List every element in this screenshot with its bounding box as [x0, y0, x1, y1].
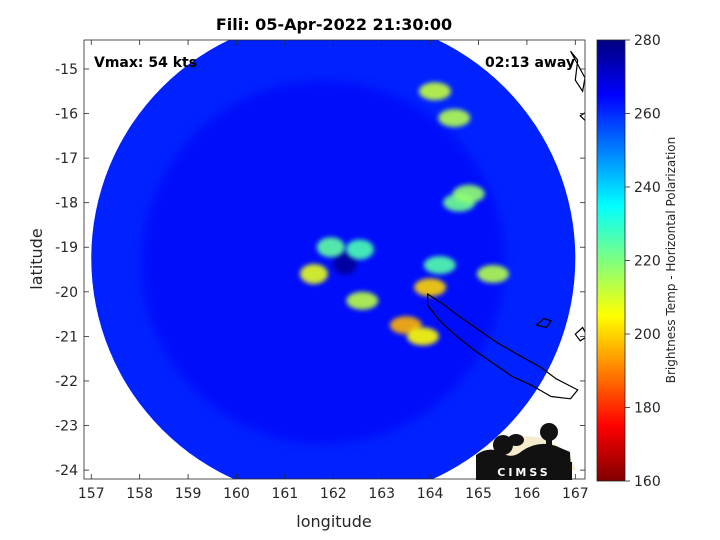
colorbar-tick-label: 160: [634, 474, 661, 490]
rainband: [452, 184, 485, 203]
island-outline: [535, 317, 553, 329]
x-tick-label: 163: [368, 486, 395, 502]
y-tick-label: -18: [55, 196, 78, 212]
x-tick-label: 161: [272, 486, 299, 502]
x-tick-label: 157: [78, 486, 105, 502]
colorbar-ticks: 280 260 240 220 200 180 160: [625, 33, 661, 490]
y-tick-label: -23: [55, 419, 78, 435]
colorbar-tick-label: 180: [634, 401, 661, 417]
y-tick-label: -17: [55, 151, 78, 167]
axes: 157 158 159 160 161 162 163 164 165 166 167 -15 -16 -…: [55, 39, 589, 502]
brightness-field: [91, 40, 576, 479]
colorbar-tick-label: 200: [634, 327, 661, 343]
rainband: [406, 327, 439, 346]
y-tick-label: -24: [55, 463, 78, 479]
chart-title: Fili: 05-Apr-2022 21:30:00: [216, 15, 452, 34]
y-tick-label: -21: [55, 329, 78, 345]
rainband: [438, 108, 471, 127]
swath-inner: [141, 80, 505, 444]
eyewall_arc: [316, 237, 345, 258]
eyewall_arc: [299, 263, 328, 284]
rainband: [418, 82, 451, 101]
colorbar-tick-label: 220: [634, 254, 661, 270]
eyewall_arc: [345, 239, 374, 260]
logo-text: CIMSS: [497, 466, 550, 479]
new-caledonia-outline: [427, 292, 579, 400]
colorbar-label: Brightness Temp - Horizontal Polarizatio…: [664, 137, 678, 384]
y-tick-label: -19: [55, 240, 78, 256]
x-tick-label: 166: [514, 486, 541, 502]
rainband: [346, 291, 379, 310]
y-tick-label: -22: [55, 374, 78, 390]
plot-frame: [83, 39, 586, 480]
rainband: [477, 264, 510, 283]
y-tick-label: -15: [55, 62, 78, 78]
time-offset-annotation: 02:13 away: [485, 55, 575, 71]
island-outline: [569, 50, 585, 93]
coastline: [427, 50, 585, 400]
x-tick-label: 165: [465, 486, 492, 502]
colorbar-tick-label: 240: [634, 180, 661, 196]
vmax-annotation: Vmax: 54 kts: [94, 55, 197, 71]
y-tick-label: -20: [55, 285, 78, 301]
x-axis-label: longitude: [296, 512, 371, 531]
x-tick-label: 162: [320, 486, 347, 502]
x-tick-label: 158: [126, 486, 153, 502]
rainband: [423, 256, 456, 275]
y-tick-label: -16: [55, 107, 78, 123]
rainband: [414, 278, 447, 297]
island-outline: [574, 326, 585, 342]
x-tick-label: 167: [562, 486, 589, 502]
x-tick-label: 159: [175, 486, 202, 502]
colorbar: [596, 39, 626, 482]
x-tick-label: 164: [417, 486, 444, 502]
colorbar-tick-label: 280: [634, 33, 661, 49]
colorbar-tick-label: 260: [634, 107, 661, 123]
y-axis-label: latitude: [27, 228, 46, 289]
x-tick-label: 160: [223, 486, 250, 502]
cimss-logo: CIMSS: [476, 423, 576, 480]
